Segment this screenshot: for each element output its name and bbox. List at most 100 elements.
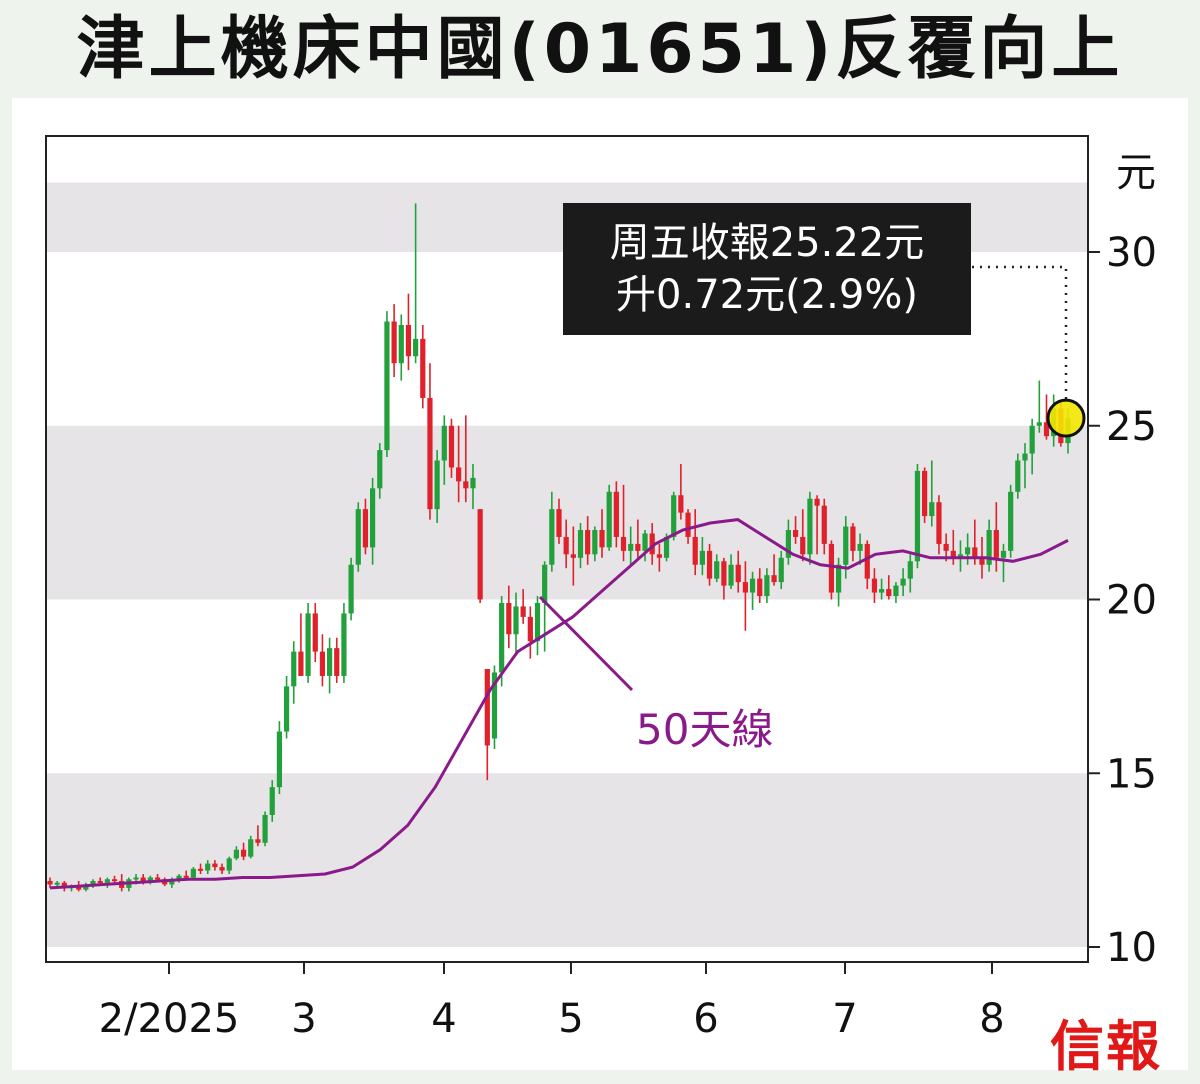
candle-body <box>398 324 404 364</box>
candle <box>283 675 290 739</box>
candle-body <box>276 731 283 788</box>
candle-body <box>205 863 211 871</box>
candle-body <box>692 536 698 565</box>
candle-body <box>714 561 720 579</box>
candle <box>370 477 376 565</box>
candle <box>491 665 498 749</box>
candle-body <box>879 589 885 593</box>
candle-body <box>154 877 161 880</box>
candle <box>1029 418 1035 475</box>
candle <box>205 860 211 875</box>
x-tick-label: 7 <box>832 996 857 1042</box>
candle <box>291 641 297 704</box>
candle-body <box>97 880 103 883</box>
candle <box>542 561 548 652</box>
candle <box>642 530 648 562</box>
candle-body <box>907 561 913 579</box>
shaded-band-2 <box>46 773 1088 947</box>
y-tick-label: 30 <box>1106 230 1157 276</box>
candle-body <box>706 550 713 579</box>
candle-body <box>850 526 856 551</box>
candle-body <box>972 547 978 558</box>
candle-body <box>936 502 942 544</box>
candle-body <box>828 543 835 593</box>
plot-frame <box>45 135 1089 963</box>
candle-body <box>835 564 842 593</box>
candle-body <box>620 536 627 551</box>
candle-body <box>413 338 419 357</box>
candle <box>434 450 440 524</box>
candle <box>592 526 598 562</box>
candle-body <box>326 648 333 676</box>
candle <box>692 509 698 576</box>
candle-body <box>255 839 261 843</box>
candle-body <box>434 460 440 510</box>
candle-body <box>886 589 892 597</box>
candle-body <box>592 530 598 555</box>
candle <box>957 540 964 572</box>
candle <box>240 842 247 861</box>
candle-body <box>169 879 175 885</box>
candle <box>656 543 662 572</box>
candle <box>678 463 684 520</box>
candle-body <box>291 651 297 687</box>
candle-body <box>1043 422 1050 437</box>
candle <box>886 575 892 600</box>
candle-body <box>405 324 412 357</box>
background-bands <box>46 182 1088 947</box>
candle-body <box>663 536 670 558</box>
candle-body <box>1022 453 1028 461</box>
candle <box>721 557 727 600</box>
candle-body <box>176 875 182 880</box>
candle-body <box>735 564 741 583</box>
candle <box>233 846 239 861</box>
y-axis: 元 10 15 20 25 30 <box>1088 150 1157 971</box>
candle-body <box>448 425 455 468</box>
candle <box>262 811 268 847</box>
candle-body <box>377 450 383 489</box>
candle-body <box>556 509 562 537</box>
candle-body <box>800 536 806 555</box>
candle-body <box>606 491 612 548</box>
candle <box>534 596 541 656</box>
candle <box>104 877 110 888</box>
candle <box>828 540 835 600</box>
candle-body <box>520 606 526 617</box>
candle-body <box>197 868 204 871</box>
candle-body <box>513 606 519 635</box>
x-tick-label: 2/2025 <box>99 996 240 1042</box>
candle-body <box>785 530 792 558</box>
candle <box>792 516 799 544</box>
ma-label-pointer <box>538 595 634 692</box>
candle <box>735 550 741 593</box>
candle-body <box>764 575 770 597</box>
candle-body <box>699 550 705 565</box>
candle <box>671 491 677 541</box>
candle-body <box>678 495 684 513</box>
candle-body <box>792 530 799 537</box>
candle-body <box>233 849 239 859</box>
candle <box>879 578 885 600</box>
candle <box>355 502 361 572</box>
candle <box>893 582 899 603</box>
candle <box>377 443 383 499</box>
candle-body <box>1015 460 1021 492</box>
candle-body <box>986 530 992 565</box>
candle <box>1000 543 1007 583</box>
candle <box>628 526 634 565</box>
candle-body <box>957 554 964 558</box>
candle-body <box>1036 422 1042 426</box>
candle <box>190 867 196 880</box>
candle <box>986 519 992 572</box>
candle-body <box>54 882 60 885</box>
candle <box>1022 443 1028 489</box>
candle-body <box>341 613 347 676</box>
candle <box>456 425 462 503</box>
candle <box>857 533 863 565</box>
candle <box>800 509 806 562</box>
candle <box>599 509 605 558</box>
candle-body <box>391 321 397 364</box>
candle <box>212 860 218 871</box>
candle-body <box>477 509 483 600</box>
